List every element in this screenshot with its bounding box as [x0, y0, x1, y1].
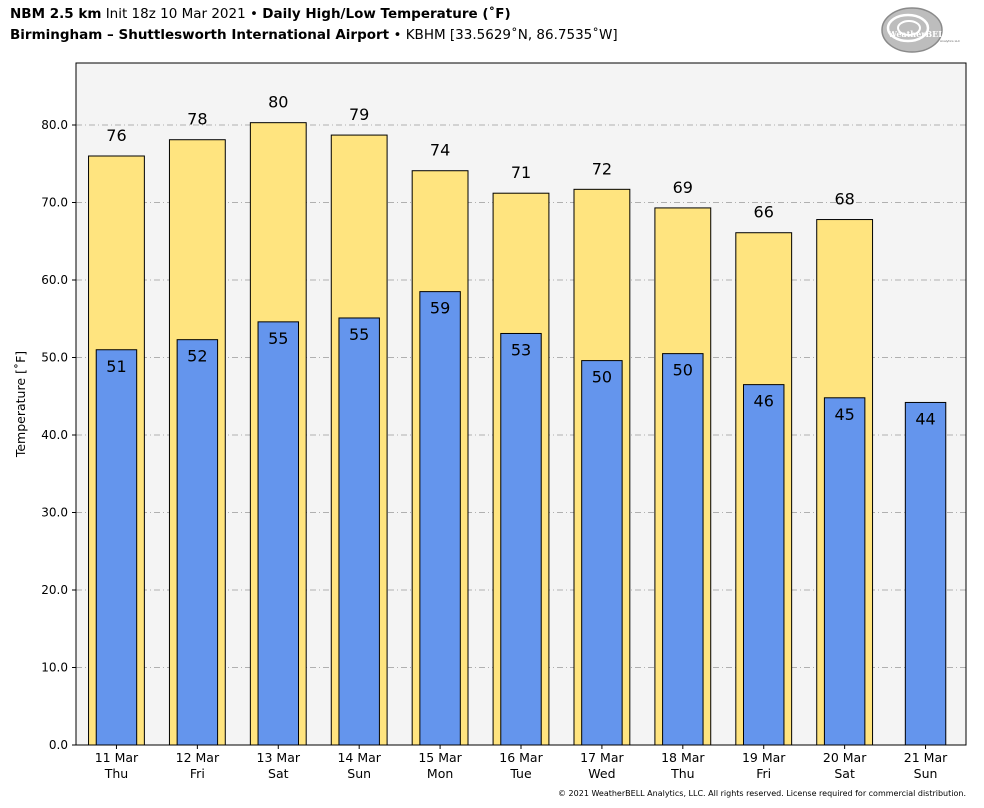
x-tick-day: Fri [756, 766, 771, 781]
high-temp-label: 79 [349, 105, 369, 124]
high-temp-label: 66 [754, 203, 774, 222]
model-name: NBM 2.5 km [10, 6, 102, 22]
y-tick-label: 30.0 [41, 506, 68, 520]
x-tick-date: 14 Mar [337, 750, 381, 765]
y-tick-label: 40.0 [41, 428, 68, 442]
low-temp-bar [662, 353, 704, 746]
x-tick-date: 13 Mar [257, 750, 301, 765]
low-temp-bar [743, 384, 785, 746]
y-tick-label: 10.0 [41, 661, 68, 675]
x-tick-date: 11 Mar [95, 750, 139, 765]
x-tick-day: Fri [190, 766, 205, 781]
logo-subtext: Analytics LLC [940, 39, 960, 43]
axes: 0.0 10.0 20.0 30.0 40.0 50.0 60.0 70.0 80.0 11 Ma… [41, 118, 948, 781]
low-temp-bar [95, 349, 138, 746]
station-id: KBHM [33.5629˚N, 86.7535˚W] [405, 27, 618, 43]
y-axis-label: Temperature [˚F] [13, 351, 28, 458]
low-temp-bar [823, 397, 866, 746]
title-separator: • [393, 27, 402, 43]
value-labels: 76 51 78 52 80 55 79 55 74 59 71 53 72 50 69 50 66 46 68 45… [106, 93, 935, 429]
low-temp-label: 53 [511, 340, 531, 359]
x-tick-day: Sun [914, 766, 938, 781]
y-tick-label: 70.0 [41, 196, 68, 210]
high-temp-label: 72 [592, 159, 612, 178]
low-temp-label: 45 [834, 405, 854, 424]
logo-text: WeatherBELL [887, 29, 950, 39]
x-tick-day: Thu [670, 766, 694, 781]
bars [88, 122, 947, 746]
high-temp-label: 74 [430, 141, 450, 160]
low-temp-label: 55 [349, 325, 369, 344]
x-tick-day: Wed [588, 766, 615, 781]
x-tick-date: 18 Mar [661, 750, 705, 765]
high-temp-label: 71 [511, 163, 531, 182]
x-tick-date: 12 Mar [176, 750, 220, 765]
x-tick-day: Tue [509, 766, 532, 781]
high-temp-label: 80 [268, 93, 288, 112]
y-tick-label: 60.0 [41, 273, 68, 287]
low-temp-bar [904, 401, 947, 746]
x-tick-day: Sat [268, 766, 289, 781]
high-temp-label: 76 [106, 126, 126, 145]
x-tick-day: Thu [104, 766, 128, 781]
x-tick-date: 15 Mar [418, 750, 462, 765]
low-temp-label: 52 [187, 347, 207, 366]
x-tick-date: 19 Mar [742, 750, 786, 765]
x-tick-date: 20 Mar [823, 750, 867, 765]
title-line-1: NBM 2.5 km Init 18z 10 Mar 2021 • Daily … [10, 6, 511, 22]
title-separator: • [250, 6, 258, 22]
low-temp-bar [581, 360, 623, 746]
low-temp-label: 50 [673, 361, 693, 380]
x-tick-day: Mon [427, 766, 453, 781]
title-line-2: Birmingham – Shuttlesworth International… [10, 27, 618, 43]
low-temp-bar [257, 321, 299, 746]
low-temp-label: 51 [106, 357, 126, 376]
x-tick-date: 17 Mar [580, 750, 624, 765]
low-temp-bar [176, 339, 219, 746]
weatherbell-logo: WeatherBELL Analytics LLC [881, 7, 960, 53]
y-tick-label: 50.0 [41, 351, 68, 365]
station-name: Birmingham – Shuttlesworth International… [10, 27, 390, 43]
high-temp-label: 78 [187, 110, 207, 129]
low-temp-bar [338, 317, 380, 746]
y-tick-label: 20.0 [41, 583, 68, 597]
high-temp-label: 68 [834, 190, 854, 209]
copyright-notice: © 2021 WeatherBELL Analytics, LLC. All r… [558, 789, 966, 798]
x-tick-date: 21 Mar [904, 750, 948, 765]
high-temp-label: 69 [673, 178, 693, 197]
y-tick-label: 0.0 [49, 738, 68, 752]
low-temp-label: 59 [430, 299, 450, 318]
x-tick-day: Sun [347, 766, 371, 781]
low-temp-label: 44 [915, 409, 935, 428]
low-temp-bar [500, 332, 542, 746]
low-temp-bar [419, 291, 461, 746]
y-tick-label: 80.0 [41, 118, 68, 132]
low-temp-label: 46 [754, 392, 774, 411]
low-temp-label: 55 [268, 329, 288, 348]
init-time: Init 18z 10 Mar 2021 [105, 6, 246, 22]
product-title: Daily High/Low Temperature (˚F) [262, 6, 511, 22]
x-tick-day: Sat [834, 766, 855, 781]
x-tick-date: 16 Mar [499, 750, 543, 765]
low-temp-label: 50 [592, 368, 612, 387]
plot-frame [75, 62, 967, 746]
